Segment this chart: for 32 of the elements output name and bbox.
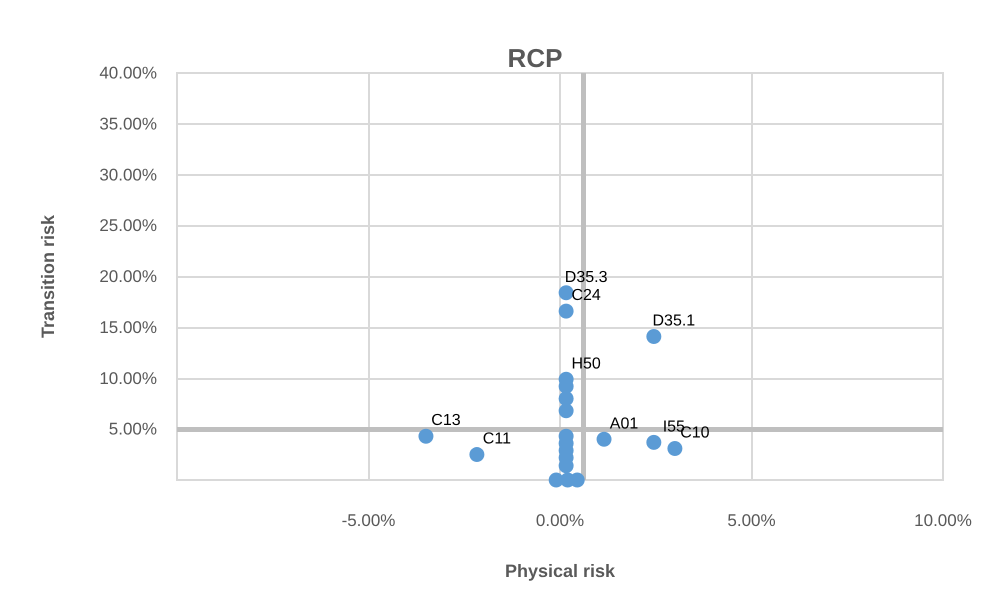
y-tick-label: 5.00%: [108, 420, 157, 439]
point: [418, 428, 434, 444]
point: [596, 432, 612, 447]
y-tick-label: 20.00%: [99, 267, 157, 286]
annotation: C11: [482, 430, 512, 448]
annotation: A01: [610, 415, 638, 432]
y-axis-title: Transition risk: [38, 214, 58, 338]
point: [646, 329, 662, 344]
y-tick-label: 30.00%: [99, 165, 157, 184]
annotation: C24: [571, 287, 601, 304]
annotation: D35.3: [564, 268, 608, 286]
x-axis-title: Physical risk: [504, 561, 616, 581]
y-tick-label: 10.00%: [99, 368, 157, 388]
y-tick-label: 25.00%: [99, 216, 157, 236]
point: [558, 304, 574, 319]
y-tick-label: 15.00%: [99, 318, 157, 337]
point: [558, 403, 574, 418]
x-tick-label: 10.00%: [914, 511, 972, 530]
y-tick-label: 40.00%: [99, 64, 157, 82]
y-tick-label: 35.00%: [99, 114, 157, 134]
point: [667, 440, 682, 456]
x-tick-label: 0.00%: [536, 511, 584, 530]
chart-title: RCP: [508, 43, 562, 73]
point: [646, 434, 662, 450]
annotation: H50: [571, 355, 601, 372]
point: [558, 391, 574, 406]
x-tick-label: 5.00%: [727, 511, 776, 530]
annotation: C13: [431, 412, 461, 430]
annotation: D35.1: [652, 312, 696, 330]
point: [558, 285, 574, 300]
x-tick-label: -5.00%: [342, 511, 396, 530]
point: [469, 447, 484, 462]
